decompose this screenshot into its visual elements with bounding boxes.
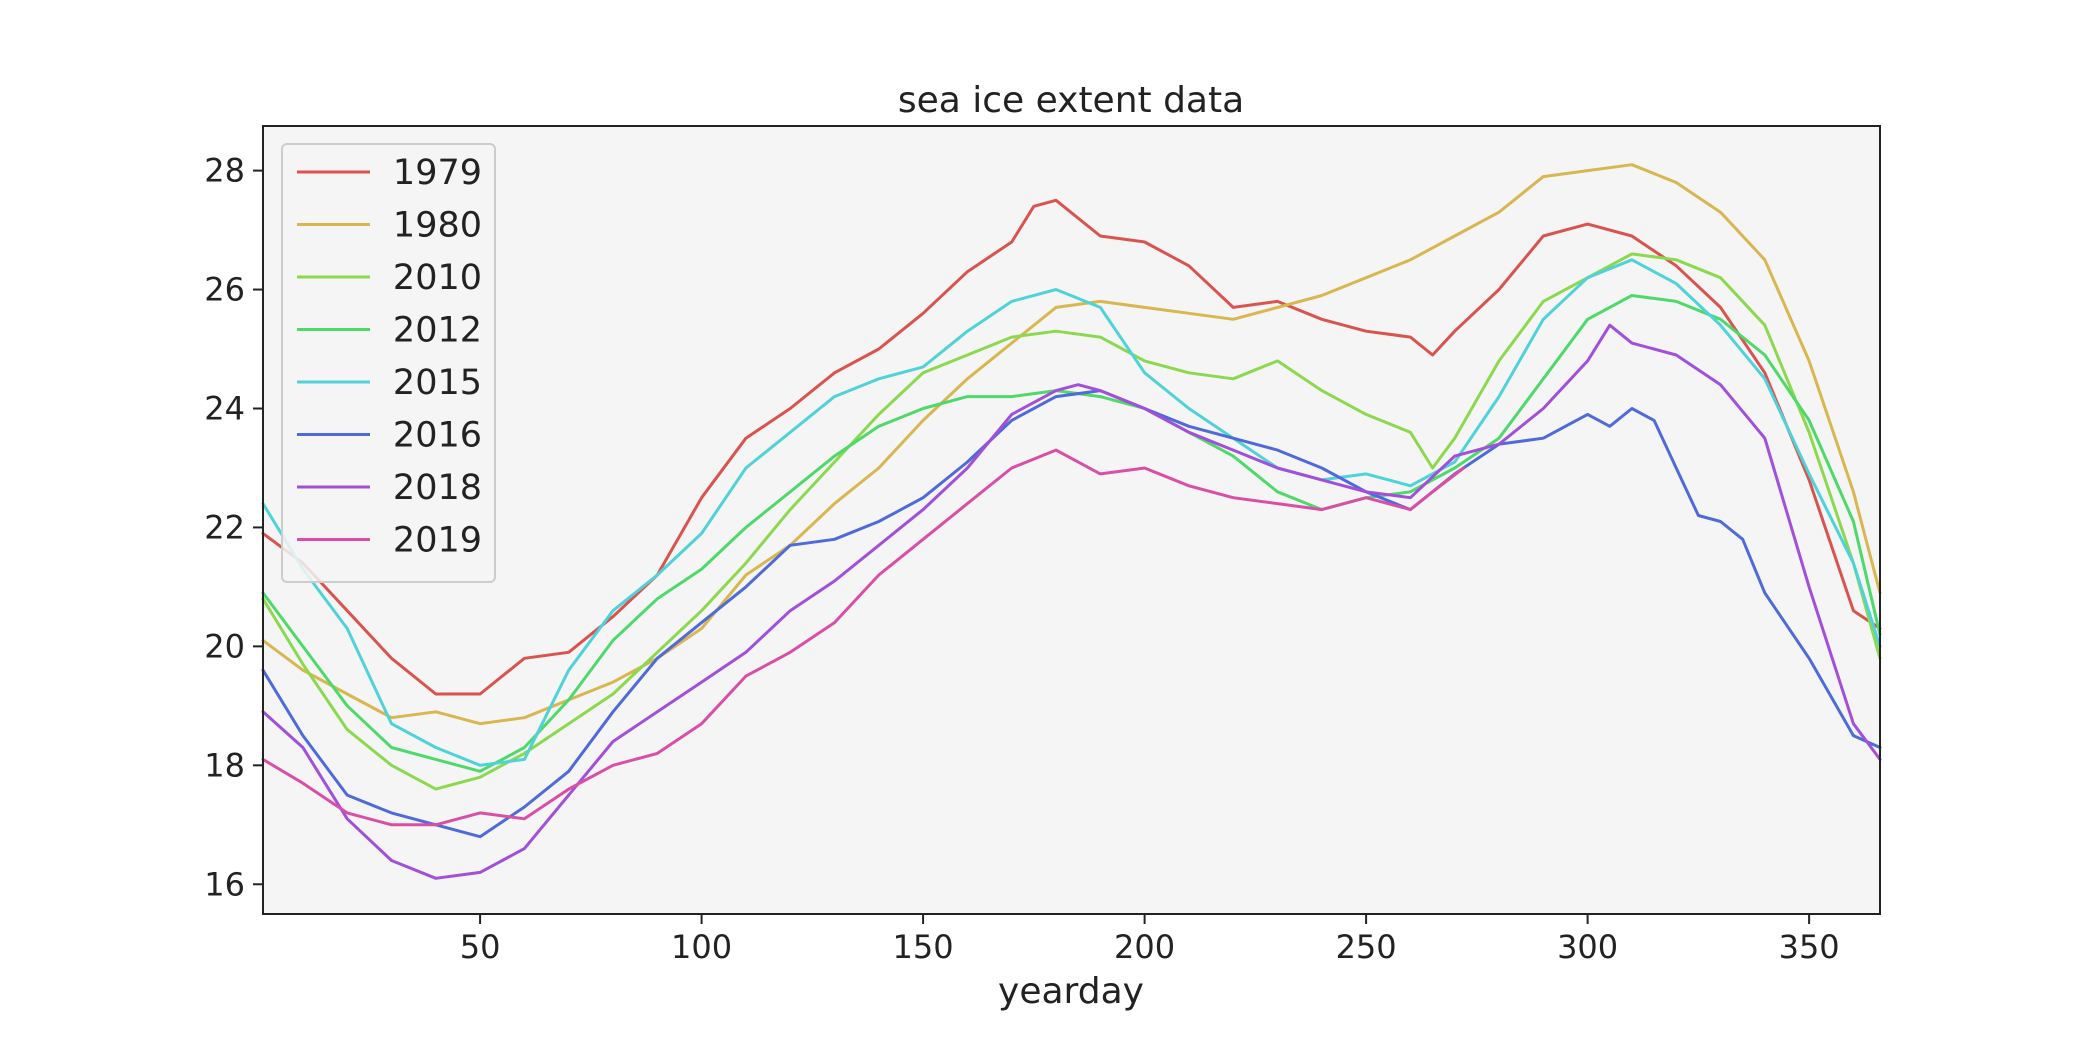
legend-label-2015: 2015 bbox=[393, 363, 482, 403]
x-tick-label: 200 bbox=[1114, 928, 1175, 966]
legend-label-1979: 1979 bbox=[393, 153, 482, 193]
legend-label-2018: 2018 bbox=[393, 468, 482, 508]
y-tick-label: 22 bbox=[204, 508, 245, 546]
x-axis: 50 100 150 200 250 300 350 bbox=[460, 914, 1840, 966]
y-tick-label: 24 bbox=[204, 389, 245, 427]
legend-label-2010: 2010 bbox=[393, 258, 482, 298]
legend-label-2016: 2016 bbox=[393, 416, 482, 456]
x-axis-title: yearday bbox=[998, 971, 1144, 1012]
plot-area bbox=[263, 126, 1880, 914]
y-tick-label: 20 bbox=[204, 627, 245, 665]
x-tick-label: 250 bbox=[1336, 928, 1397, 966]
series-layer bbox=[261, 163, 1882, 880]
series-line-2016 bbox=[261, 389, 1882, 839]
x-tick-label: 50 bbox=[460, 928, 501, 966]
chart-title: sea ice extent data bbox=[898, 80, 1244, 121]
legend-box bbox=[281, 143, 496, 583]
legend: 1979 1980 2010 2012 2015 2016 2018 2019 bbox=[281, 143, 496, 583]
y-tick-label: 18 bbox=[204, 746, 245, 784]
series-line-2015 bbox=[261, 258, 1882, 767]
series-line-1980 bbox=[261, 163, 1882, 726]
y-axis: 16 18 20 22 24 26 28 bbox=[204, 152, 263, 903]
x-tick-label: 150 bbox=[893, 928, 954, 966]
series-line-2019 bbox=[261, 448, 1466, 827]
y-tick-label: 16 bbox=[204, 865, 245, 903]
series-line-2018 bbox=[261, 323, 1882, 880]
x-tick-label: 100 bbox=[671, 928, 732, 966]
series-line-2010 bbox=[261, 252, 1882, 791]
series-line-1979 bbox=[261, 198, 1882, 696]
legend-label-1980: 1980 bbox=[393, 206, 482, 246]
x-tick-label: 350 bbox=[1779, 928, 1840, 966]
y-tick-label: 28 bbox=[204, 152, 245, 190]
y-tick-label: 26 bbox=[204, 271, 245, 309]
plot-frame bbox=[262, 125, 1881, 915]
x-tick-label: 300 bbox=[1557, 928, 1618, 966]
legend-label-2019: 2019 bbox=[393, 521, 482, 561]
legend-label-2012: 2012 bbox=[393, 311, 482, 351]
